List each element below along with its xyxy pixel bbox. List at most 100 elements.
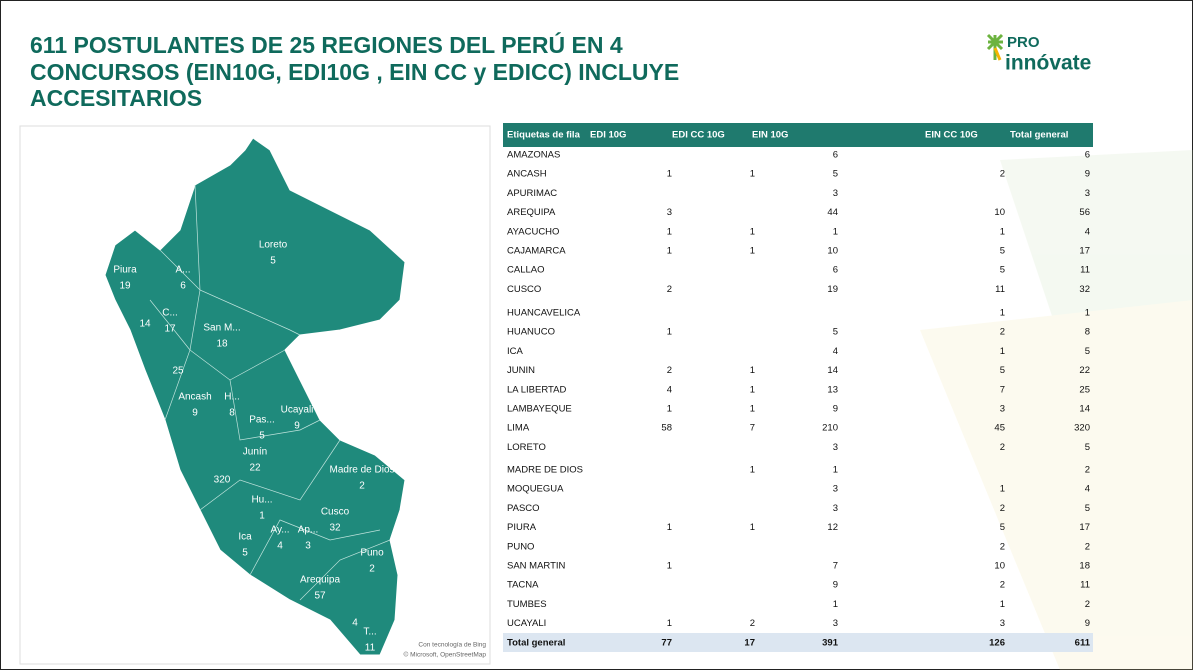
background-decoration bbox=[920, 150, 1193, 670]
cell-value: 1 bbox=[667, 404, 672, 415]
row-label: MOQUEGUA bbox=[507, 484, 564, 495]
region-name: Hu... bbox=[251, 495, 272, 506]
region-count: 2 bbox=[369, 564, 375, 575]
cell-value: 18 bbox=[1079, 561, 1090, 572]
cell-value: 10 bbox=[827, 246, 838, 257]
cell-value: 391 bbox=[822, 638, 839, 649]
cell-value: 5 bbox=[833, 169, 838, 180]
region-count: 11 bbox=[365, 643, 376, 654]
table-header-bg bbox=[503, 123, 1093, 147]
cell-value: 4 bbox=[1085, 484, 1090, 495]
row-label: LIMA bbox=[507, 423, 530, 434]
cell-value: 3 bbox=[1000, 618, 1005, 629]
region-count: 5 bbox=[242, 548, 248, 559]
logo: PRO innóvate bbox=[986, 33, 1091, 75]
region-count: 32 bbox=[329, 523, 341, 534]
cell-value: 10 bbox=[994, 561, 1005, 572]
cell-value: 3 bbox=[833, 484, 838, 495]
region-name: A... bbox=[175, 265, 190, 276]
cell-value: 2 bbox=[1000, 503, 1005, 514]
cell-value: 210 bbox=[822, 423, 838, 434]
cell-value: 9 bbox=[1085, 618, 1090, 629]
region-name: Ucayali bbox=[281, 405, 314, 416]
region-count: 6 bbox=[180, 281, 186, 292]
cell-value: 14 bbox=[1079, 404, 1090, 415]
region-count: 320 bbox=[214, 475, 231, 486]
cell-value: 1 bbox=[667, 226, 672, 237]
cell-value: 1 bbox=[750, 246, 755, 257]
cell-value: 7 bbox=[1000, 384, 1005, 395]
cell-value: 9 bbox=[833, 580, 838, 591]
cell-value: 4 bbox=[833, 346, 838, 357]
row-label: PASCO bbox=[507, 503, 540, 514]
region-count: 22 bbox=[249, 463, 261, 474]
region-name: Cusco bbox=[321, 507, 350, 518]
region-count: 8 bbox=[229, 408, 235, 419]
cell-value: 1 bbox=[667, 327, 672, 338]
cell-value: 19 bbox=[827, 284, 838, 295]
row-label: HUANUCO bbox=[507, 327, 555, 338]
region-count: 14 bbox=[139, 319, 151, 330]
region-count: 17 bbox=[164, 324, 176, 335]
region-count: 3 bbox=[305, 541, 311, 552]
attribution: © Microsoft, OpenStreetMap bbox=[404, 651, 487, 659]
logo-bottom: innóvate bbox=[1005, 52, 1091, 75]
cell-value: 3 bbox=[1085, 188, 1090, 199]
region-count: 1 bbox=[259, 511, 265, 522]
cell-value: 9 bbox=[833, 404, 838, 415]
row-label: AREQUIPA bbox=[507, 207, 556, 218]
row-label: Total general bbox=[507, 638, 565, 649]
row-label: AYACUCHO bbox=[507, 226, 559, 237]
cell-value: 6 bbox=[833, 150, 838, 161]
cell-value: 2 bbox=[1085, 599, 1090, 610]
cell-value: 2 bbox=[1000, 541, 1005, 552]
region-borders bbox=[149, 184, 391, 601]
cell-value: 126 bbox=[989, 638, 1005, 649]
region-count: 4 bbox=[352, 618, 358, 629]
table-total-bg bbox=[503, 633, 1093, 652]
cell-value: 1 bbox=[750, 226, 755, 237]
region-count: 18 bbox=[216, 339, 228, 350]
row-label: APURIMAC bbox=[507, 188, 557, 199]
region-name: Ay... bbox=[270, 525, 289, 536]
region-count: 2 bbox=[359, 481, 365, 492]
cell-value: 56 bbox=[1079, 207, 1090, 218]
region-name: Junín bbox=[243, 447, 267, 458]
cell-value: 11 bbox=[1080, 580, 1090, 591]
row-label: JUNIN bbox=[507, 365, 535, 376]
cell-value: 44 bbox=[827, 207, 838, 218]
column-header: EDI 10G bbox=[590, 130, 626, 141]
peru-map bbox=[104, 137, 406, 656]
row-label: HUANCAVELICA bbox=[507, 308, 581, 319]
cell-value: 22 bbox=[1079, 365, 1090, 376]
cell-value: 9 bbox=[1085, 169, 1090, 180]
region-name: San M... bbox=[203, 323, 240, 334]
cell-value: 5 bbox=[1085, 503, 1090, 514]
cell-value: 1 bbox=[1000, 484, 1005, 495]
region-name: Ica bbox=[238, 532, 252, 543]
region-count: 9 bbox=[294, 421, 300, 432]
title-line: 611 POSTULANTES DE 25 REGIONES DEL PERÚ … bbox=[30, 31, 623, 58]
row-label: TACNA bbox=[507, 580, 539, 591]
cell-value: 3 bbox=[833, 442, 838, 453]
cell-value: 7 bbox=[750, 423, 755, 434]
cell-value: 5 bbox=[1000, 365, 1005, 376]
cell-value: 77 bbox=[661, 638, 672, 649]
cell-value: 1 bbox=[1000, 599, 1005, 610]
region-name: C... bbox=[162, 308, 178, 319]
cell-value: 1 bbox=[833, 465, 838, 476]
cell-value: 17 bbox=[744, 638, 755, 649]
cell-value: 2 bbox=[1085, 465, 1090, 476]
cell-value: 3 bbox=[833, 188, 838, 199]
row-label: LAMBAYEQUE bbox=[507, 404, 572, 415]
row-label: ANCASH bbox=[507, 169, 547, 180]
cell-value: 8 bbox=[1085, 327, 1090, 338]
cell-value: 1 bbox=[1000, 308, 1005, 319]
row-label: MADRE DE DIOS bbox=[507, 465, 583, 476]
cell-value: 7 bbox=[833, 561, 838, 572]
cell-value: 2 bbox=[667, 284, 672, 295]
cell-value: 14 bbox=[827, 365, 838, 376]
row-label: LA LIBERTAD bbox=[507, 384, 566, 395]
column-header: EIN 10G bbox=[752, 130, 788, 141]
cell-value: 4 bbox=[667, 384, 672, 395]
